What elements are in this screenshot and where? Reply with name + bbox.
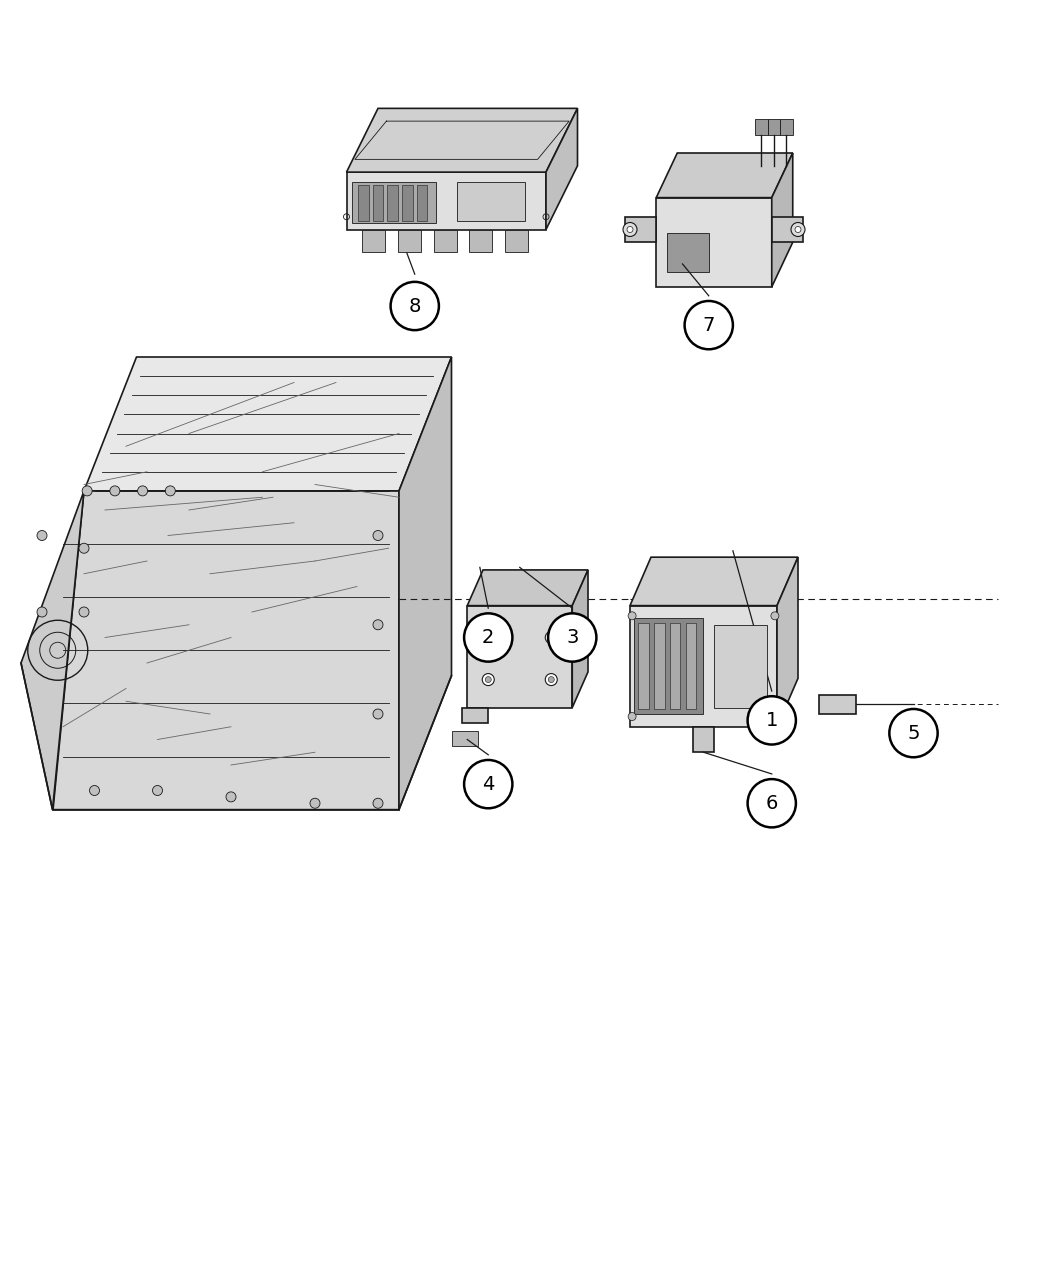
Circle shape (485, 677, 491, 682)
Polygon shape (638, 623, 649, 709)
Circle shape (165, 486, 175, 496)
Text: 8: 8 (408, 297, 421, 315)
Polygon shape (670, 623, 680, 709)
Polygon shape (21, 491, 84, 810)
Polygon shape (505, 230, 528, 252)
Polygon shape (772, 217, 803, 242)
Polygon shape (352, 182, 436, 223)
Circle shape (482, 631, 495, 644)
Polygon shape (777, 557, 798, 727)
Polygon shape (656, 198, 772, 287)
Circle shape (373, 620, 383, 630)
Polygon shape (467, 570, 588, 606)
Polygon shape (630, 557, 798, 606)
Circle shape (623, 223, 637, 236)
Polygon shape (362, 230, 385, 252)
Circle shape (548, 635, 554, 640)
Circle shape (464, 613, 512, 662)
Circle shape (482, 673, 495, 686)
Circle shape (226, 792, 236, 802)
Circle shape (82, 486, 92, 496)
Polygon shape (768, 120, 780, 135)
Polygon shape (686, 623, 696, 709)
Circle shape (373, 709, 383, 719)
Polygon shape (755, 120, 768, 135)
Circle shape (771, 612, 779, 620)
Circle shape (748, 696, 796, 745)
Text: 3: 3 (566, 629, 579, 646)
Circle shape (628, 713, 636, 720)
Polygon shape (667, 233, 709, 272)
Circle shape (795, 227, 801, 232)
Text: 2: 2 (482, 629, 495, 646)
Text: 4: 4 (482, 775, 495, 793)
Circle shape (37, 607, 47, 617)
Circle shape (545, 673, 558, 686)
Circle shape (110, 486, 120, 496)
Circle shape (889, 709, 938, 757)
Polygon shape (399, 357, 452, 810)
Polygon shape (434, 230, 457, 252)
Circle shape (79, 543, 89, 553)
Circle shape (79, 607, 89, 617)
Circle shape (548, 677, 554, 682)
Polygon shape (457, 182, 525, 221)
Text: 6: 6 (765, 794, 778, 812)
Text: 7: 7 (702, 316, 715, 334)
Text: 5: 5 (907, 724, 920, 742)
Polygon shape (52, 491, 399, 810)
Circle shape (485, 635, 491, 640)
Polygon shape (452, 731, 478, 746)
Polygon shape (346, 172, 546, 229)
Polygon shape (402, 185, 413, 221)
Polygon shape (780, 120, 793, 135)
Polygon shape (373, 185, 383, 221)
Polygon shape (772, 153, 793, 287)
Polygon shape (819, 695, 856, 714)
Polygon shape (546, 108, 578, 230)
Circle shape (548, 613, 596, 662)
Circle shape (791, 223, 805, 236)
Circle shape (545, 631, 558, 644)
Polygon shape (634, 618, 704, 714)
Circle shape (373, 798, 383, 808)
Polygon shape (462, 708, 488, 723)
Circle shape (138, 486, 148, 496)
Polygon shape (358, 185, 369, 221)
Circle shape (771, 713, 779, 720)
Circle shape (685, 301, 733, 349)
Polygon shape (625, 217, 656, 242)
Polygon shape (346, 108, 578, 172)
Polygon shape (656, 153, 793, 198)
Polygon shape (654, 623, 665, 709)
Circle shape (89, 785, 100, 796)
Polygon shape (387, 185, 398, 221)
Polygon shape (417, 185, 427, 221)
Polygon shape (572, 570, 588, 708)
Circle shape (628, 612, 636, 620)
Circle shape (310, 798, 320, 808)
Polygon shape (467, 606, 572, 708)
Polygon shape (714, 625, 766, 708)
Polygon shape (469, 230, 492, 252)
Circle shape (391, 282, 439, 330)
Circle shape (748, 779, 796, 827)
Circle shape (464, 760, 512, 808)
Circle shape (37, 530, 47, 541)
Polygon shape (398, 230, 421, 252)
Polygon shape (84, 357, 452, 491)
Polygon shape (693, 727, 714, 752)
Circle shape (152, 785, 163, 796)
Circle shape (627, 227, 633, 232)
Polygon shape (630, 606, 777, 727)
Text: 1: 1 (765, 711, 778, 729)
Circle shape (373, 530, 383, 541)
